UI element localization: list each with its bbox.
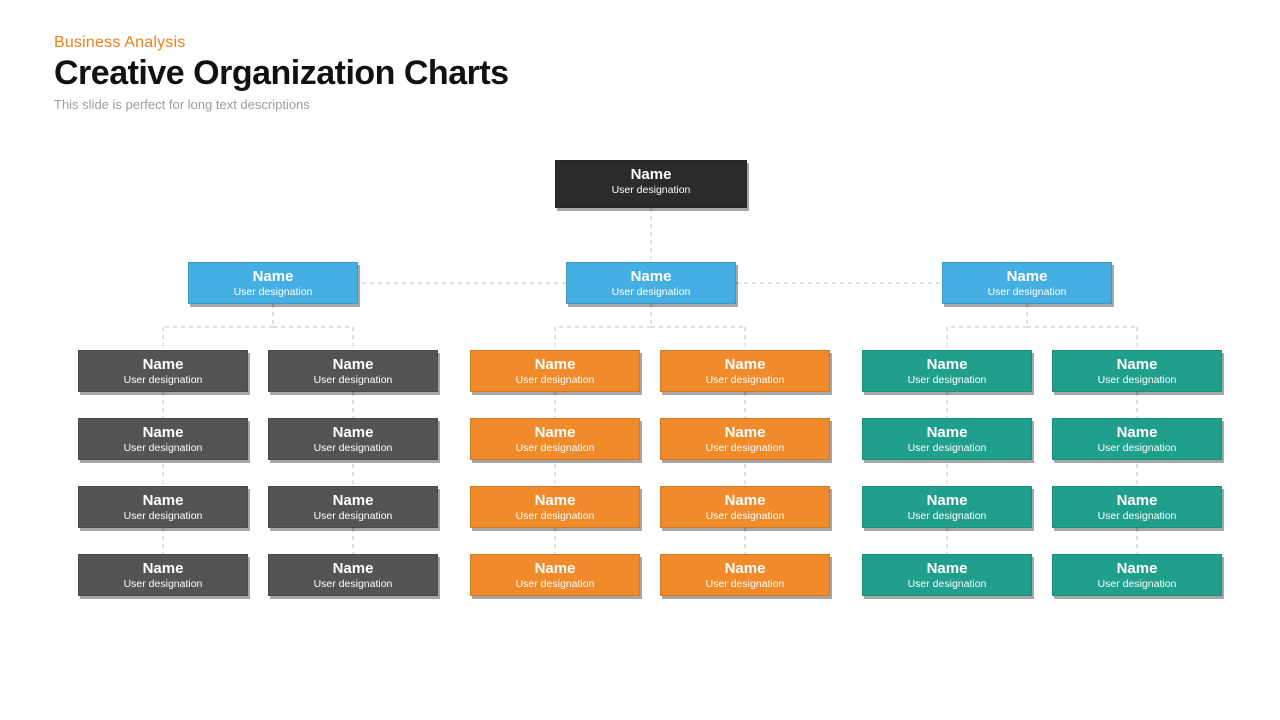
org-node-designation: User designation [268,578,438,591]
org-node-name: Name [470,560,640,577]
org-node-name: Name [188,268,358,285]
org-node-name: Name [942,268,1112,285]
org-node: NameUser designation [470,418,640,460]
org-node: NameUser designation [470,350,640,392]
org-node: NameUser designation [188,262,358,304]
org-node-designation: User designation [1052,578,1222,591]
org-node: NameUser designation [862,418,1032,460]
org-node-designation: User designation [470,374,640,387]
org-node-name: Name [470,424,640,441]
org-node: NameUser designation [268,418,438,460]
org-node: NameUser designation [555,160,747,208]
org-node-designation: User designation [188,286,358,299]
org-node: NameUser designation [470,486,640,528]
org-node: NameUser designation [268,554,438,596]
org-node: NameUser designation [78,418,248,460]
org-node: NameUser designation [660,418,830,460]
org-node-designation: User designation [555,184,747,197]
org-node-name: Name [78,424,248,441]
org-node-designation: User designation [942,286,1112,299]
org-node: NameUser designation [1052,486,1222,528]
org-node: NameUser designation [660,350,830,392]
org-node-name: Name [78,356,248,373]
org-node-name: Name [268,356,438,373]
org-node-name: Name [660,424,830,441]
org-node-name: Name [660,356,830,373]
org-node: NameUser designation [1052,350,1222,392]
org-node-name: Name [660,492,830,509]
org-node-name: Name [268,560,438,577]
org-node: NameUser designation [566,262,736,304]
org-node-designation: User designation [78,578,248,591]
org-node-name: Name [862,560,1032,577]
org-node: NameUser designation [660,486,830,528]
org-node-designation: User designation [470,578,640,591]
org-node-designation: User designation [862,578,1032,591]
org-node-designation: User designation [862,510,1032,523]
org-node-name: Name [566,268,736,285]
org-node-designation: User designation [268,442,438,455]
org-node-designation: User designation [470,510,640,523]
org-node-name: Name [268,492,438,509]
org-node: NameUser designation [268,350,438,392]
org-node-designation: User designation [268,510,438,523]
org-node-name: Name [1052,560,1222,577]
org-node-name: Name [862,492,1032,509]
org-node-designation: User designation [1052,442,1222,455]
org-node-designation: User designation [78,442,248,455]
org-node: NameUser designation [470,554,640,596]
org-node-designation: User designation [470,442,640,455]
org-node: NameUser designation [660,554,830,596]
org-node-name: Name [862,356,1032,373]
org-node-designation: User designation [566,286,736,299]
org-node-name: Name [862,424,1032,441]
org-node-name: Name [660,560,830,577]
org-node: NameUser designation [78,350,248,392]
org-node: NameUser designation [78,486,248,528]
org-node-designation: User designation [78,510,248,523]
org-node-name: Name [470,492,640,509]
org-node: NameUser designation [268,486,438,528]
org-node-name: Name [470,356,640,373]
org-node-name: Name [1052,424,1222,441]
org-node-name: Name [78,492,248,509]
org-node-designation: User designation [660,374,830,387]
org-node: NameUser designation [862,350,1032,392]
org-node-designation: User designation [660,442,830,455]
org-node-designation: User designation [660,578,830,591]
org-node: NameUser designation [942,262,1112,304]
org-node-designation: User designation [1052,374,1222,387]
org-node-name: Name [1052,492,1222,509]
org-node-designation: User designation [268,374,438,387]
org-node-designation: User designation [78,374,248,387]
org-node-name: Name [268,424,438,441]
org-node: NameUser designation [862,486,1032,528]
org-chart: NameUser designationNameUser designation… [0,0,1280,720]
org-node-name: Name [78,560,248,577]
org-node-name: Name [1052,356,1222,373]
org-node: NameUser designation [1052,554,1222,596]
org-node-designation: User designation [862,374,1032,387]
org-node-name: Name [555,166,747,183]
org-node-designation: User designation [862,442,1032,455]
org-node: NameUser designation [1052,418,1222,460]
org-node: NameUser designation [78,554,248,596]
org-node-designation: User designation [660,510,830,523]
org-node-designation: User designation [1052,510,1222,523]
org-node: NameUser designation [862,554,1032,596]
